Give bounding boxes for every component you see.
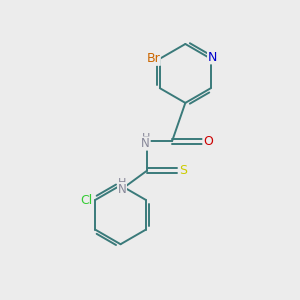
Text: S: S <box>179 164 187 177</box>
Text: H: H <box>141 133 150 142</box>
Text: N: N <box>118 183 126 196</box>
Text: Cl: Cl <box>81 194 93 207</box>
Text: N: N <box>141 137 150 150</box>
Text: O: O <box>203 135 213 148</box>
Text: H: H <box>118 178 126 188</box>
Text: Br: Br <box>146 52 160 65</box>
Text: N: N <box>208 51 217 64</box>
